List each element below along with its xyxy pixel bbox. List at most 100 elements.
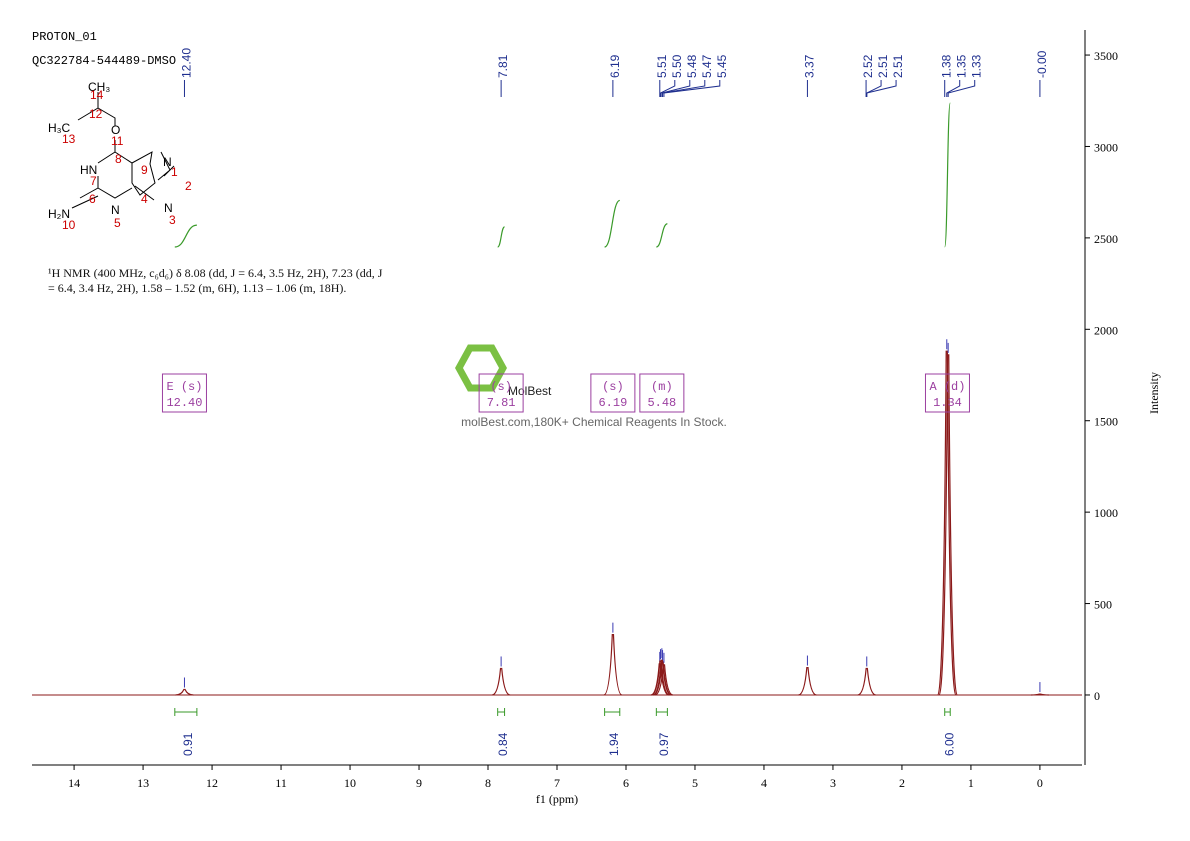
peak-label: 1.35 <box>955 54 969 78</box>
peak-label-connector <box>659 80 676 97</box>
watermark-title: MolBest <box>508 384 552 398</box>
y-tick-label: 0 <box>1094 689 1100 703</box>
peak-label: 12.40 <box>179 48 193 78</box>
multiplet-shift: 5.48 <box>647 396 676 410</box>
x-tick-label: 12 <box>206 776 218 790</box>
atom: O <box>111 123 120 137</box>
x-tick-label: 14 <box>68 776 80 790</box>
x-tick-label: 3 <box>830 776 836 790</box>
x-tick-label: 0 <box>1037 776 1043 790</box>
integral-label: 0.91 <box>181 732 195 756</box>
multiplet-box <box>161 373 207 413</box>
x-tick-label: 10 <box>344 776 356 790</box>
peak-label: 5.48 <box>685 54 699 78</box>
multiplet-box <box>639 373 685 413</box>
x-tick-label: 6 <box>623 776 629 790</box>
atom: N <box>163 155 172 169</box>
atom-number: 12 <box>89 107 103 121</box>
atom: CH₃ <box>88 80 110 94</box>
atom-number: 2 <box>185 179 192 193</box>
peak <box>1030 693 1049 696</box>
peak <box>654 664 674 696</box>
nmr-description: ¹H NMR (400 MHz, c₆d₆) δ 8.08 (dd, J = 6… <box>48 266 383 295</box>
multiplet-name: A (d) <box>929 380 965 394</box>
multiplet-shift: 6.19 <box>598 396 627 410</box>
y-tick-label: 1000 <box>1094 506 1118 520</box>
peak-label-connector <box>866 80 882 97</box>
y-tick-label: 3000 <box>1094 140 1118 154</box>
peak-label: 1.38 <box>940 54 954 78</box>
integral-curve <box>944 102 951 248</box>
integral-bracket <box>604 708 621 716</box>
multiplet-box <box>924 373 970 413</box>
multiplet-shift: 1.34 <box>933 396 962 410</box>
integral-curve <box>656 223 668 248</box>
peak <box>937 350 957 696</box>
peak-label: -0.00 <box>1035 50 1049 78</box>
peak-label-connector <box>946 80 961 97</box>
peak-label-connector <box>663 80 721 97</box>
integral-bracket <box>944 708 951 716</box>
y-axis-title: Intensity <box>1147 372 1161 414</box>
atom-number: 10 <box>62 218 76 232</box>
atom-number: 1 <box>171 165 178 179</box>
y-tick-label: 2000 <box>1094 323 1118 337</box>
integral-label: 6.00 <box>942 732 956 756</box>
atom: N <box>111 203 120 217</box>
x-tick-label: 5 <box>692 776 698 790</box>
peak-label: 1.33 <box>970 54 984 78</box>
integral-label: 1.94 <box>607 732 621 756</box>
x-tick-label: 11 <box>275 776 287 790</box>
atom-number: 4 <box>141 192 148 206</box>
peak-label-connector <box>662 80 706 97</box>
peak-label-connector <box>661 80 691 97</box>
peak <box>603 634 623 696</box>
atom: HN <box>80 163 97 177</box>
x-tick-label: 4 <box>761 776 767 790</box>
peak <box>653 661 672 696</box>
integral-curve <box>604 199 621 248</box>
x-tick-label: 2 <box>899 776 905 790</box>
peak-label-connector <box>947 80 976 97</box>
multiplet-box <box>590 373 636 413</box>
atom-number: 3 <box>169 213 176 227</box>
peak-label: 2.52 <box>861 54 875 78</box>
atom-number: 8 <box>115 152 122 166</box>
integral-curve <box>174 224 197 248</box>
atom: N <box>164 201 173 215</box>
peak <box>651 660 670 696</box>
y-tick-label: 1500 <box>1094 415 1118 429</box>
multiplet-shift: 7.81 <box>487 396 516 410</box>
atom: H₂N <box>48 207 70 221</box>
integral-curve <box>497 226 506 248</box>
atom-number: 14 <box>90 88 104 102</box>
integral-label: 0.97 <box>657 732 671 756</box>
multiplet-box <box>478 373 524 413</box>
peak-label: 2.51 <box>891 54 905 78</box>
peak-label: 5.51 <box>655 54 669 78</box>
multiplet-name: (s) <box>490 380 512 394</box>
logo <box>455 344 507 392</box>
integral-bracket <box>174 708 198 716</box>
peak <box>798 666 817 696</box>
peak-label: 2.51 <box>876 54 890 78</box>
x-tick-label: 9 <box>416 776 422 790</box>
multiplet-name: E (s) <box>166 380 202 394</box>
x-tick-label: 1 <box>968 776 974 790</box>
peak <box>857 667 876 696</box>
peak-label: 3.37 <box>802 54 816 78</box>
watermark-subtitle: molBest.com,180K+ Chemical Reagents In S… <box>461 415 727 429</box>
header: QC322784-544489-DMSO <box>32 54 176 68</box>
y-tick-label: 3500 <box>1094 49 1118 63</box>
peak-label: 5.50 <box>670 54 684 78</box>
structure: CH₃ 14 12 H₃C 13 O 11 HN 7 8 9 N 1 2 4 6… <box>48 80 192 232</box>
atom-number: 5 <box>114 216 121 230</box>
atom-number: 9 <box>141 163 148 177</box>
x-tick-label: 7 <box>554 776 560 790</box>
integral-bracket <box>497 708 506 716</box>
atom: H₃C <box>48 121 71 135</box>
x-tick-label: 13 <box>137 776 149 790</box>
multiplet-name: (s) <box>602 380 624 394</box>
